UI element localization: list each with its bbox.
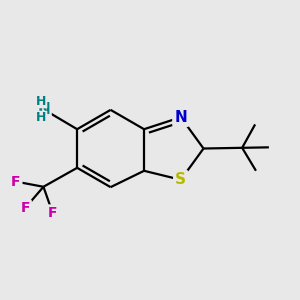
Text: F: F [48, 206, 58, 220]
Text: N: N [38, 102, 50, 117]
Text: S: S [175, 172, 186, 187]
Text: H: H [36, 95, 47, 108]
Text: N: N [174, 110, 187, 125]
Text: F: F [11, 175, 20, 189]
Text: H: H [36, 111, 47, 124]
Text: F: F [20, 201, 30, 215]
